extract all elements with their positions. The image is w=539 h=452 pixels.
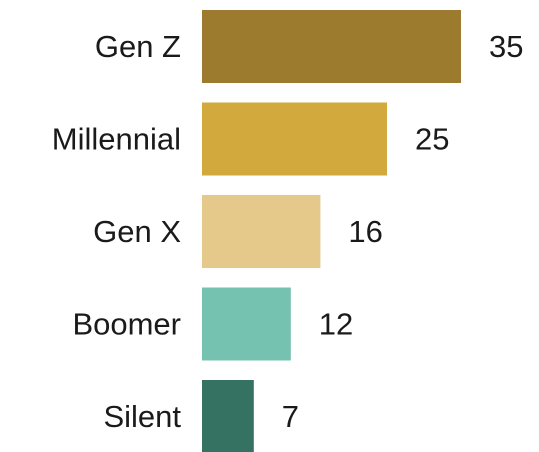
- bars-layer: [202, 10, 461, 452]
- category-label-gen-x: Gen X: [93, 214, 181, 249]
- category-label-boomer: Boomer: [72, 307, 181, 342]
- category-label-gen-z: Gen Z: [95, 29, 181, 64]
- value-label-boomer: 12: [319, 307, 353, 342]
- category-label-silent: Silent: [103, 399, 181, 434]
- value-label-gen-x: 16: [348, 214, 382, 249]
- category-labels: Gen Z Millennial Gen X Boomer Silent: [52, 29, 182, 434]
- value-labels: 35 25 16 12 7: [282, 29, 524, 434]
- category-label-millennial: Millennial: [52, 122, 181, 157]
- value-label-gen-z: 35: [489, 29, 523, 64]
- bar-gen-x: [202, 195, 321, 268]
- value-label-silent: 7: [282, 399, 299, 434]
- value-label-millennial: 25: [415, 122, 449, 157]
- bar-boomer: [202, 287, 291, 361]
- bar-millennial: [202, 102, 387, 176]
- bar-gen-z: [202, 10, 461, 83]
- bar-silent: [202, 380, 254, 452]
